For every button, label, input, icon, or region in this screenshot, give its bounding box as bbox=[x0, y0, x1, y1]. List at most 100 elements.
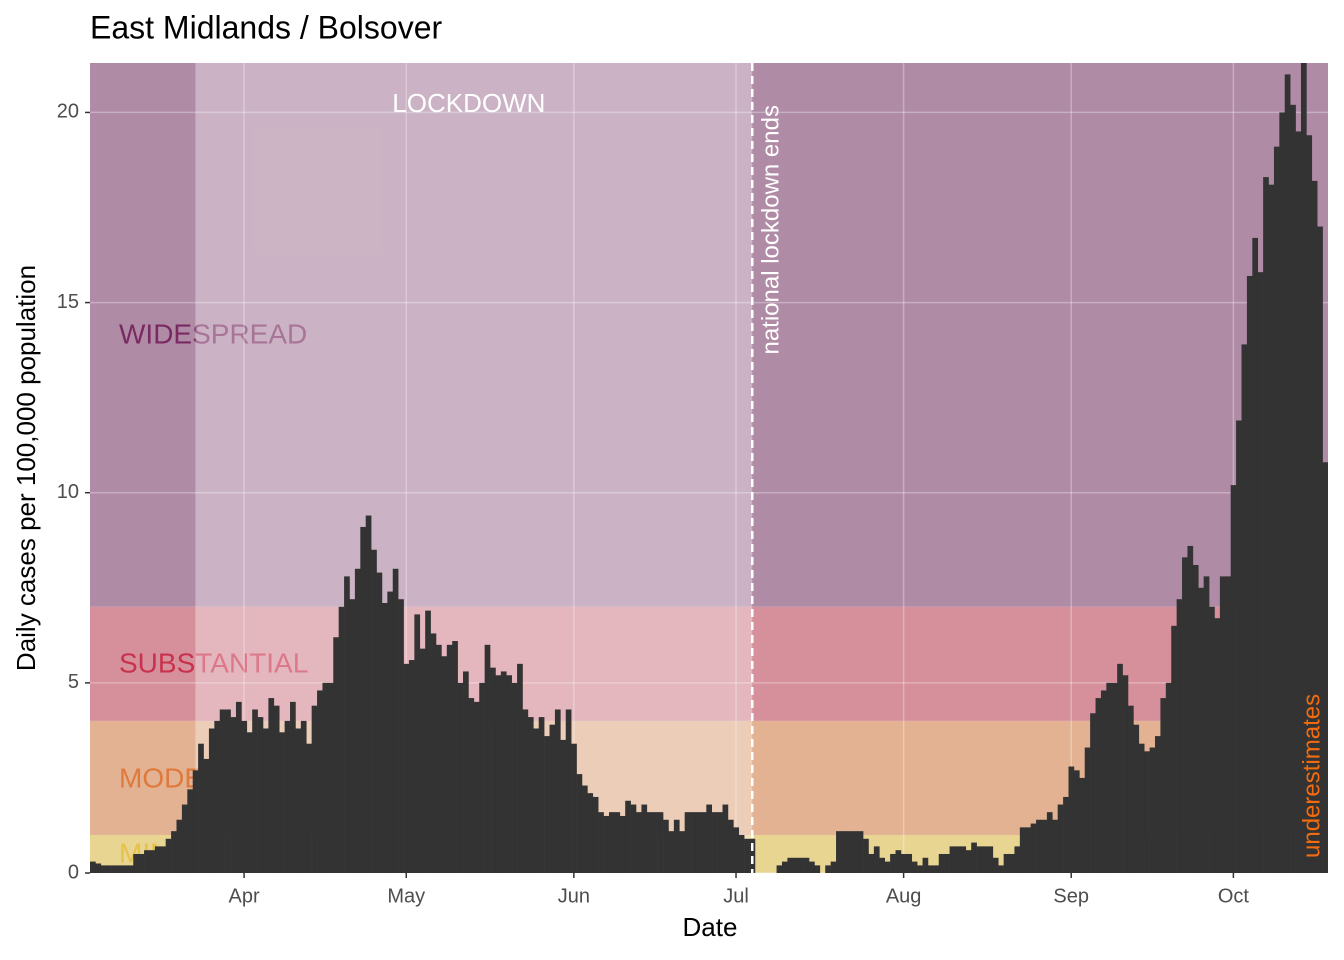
bar bbox=[154, 846, 161, 873]
bar bbox=[1014, 846, 1021, 873]
bar bbox=[1268, 184, 1275, 873]
x-tick-label: Aug bbox=[886, 885, 922, 907]
bar bbox=[463, 671, 469, 873]
bar bbox=[522, 709, 529, 873]
bar bbox=[565, 709, 572, 873]
bar bbox=[414, 614, 421, 873]
bar bbox=[538, 717, 545, 873]
bar bbox=[1290, 104, 1296, 873]
bar bbox=[738, 834, 745, 873]
bar bbox=[1246, 275, 1253, 873]
bar bbox=[1019, 827, 1026, 873]
bar bbox=[971, 842, 977, 873]
bar bbox=[857, 831, 864, 873]
bar bbox=[830, 861, 837, 873]
bar bbox=[1241, 344, 1248, 873]
y-tick-label: 10 bbox=[57, 481, 79, 503]
bar bbox=[917, 865, 923, 873]
bar bbox=[776, 865, 783, 873]
bar bbox=[549, 724, 556, 873]
bar bbox=[619, 815, 626, 873]
bar bbox=[106, 865, 112, 873]
bar bbox=[608, 812, 615, 873]
chart-title: East Midlands / Bolsover bbox=[90, 9, 443, 45]
bar bbox=[1133, 724, 1140, 873]
bar bbox=[268, 698, 275, 873]
bar bbox=[587, 793, 594, 873]
bar bbox=[890, 853, 896, 873]
zone bbox=[90, 63, 1328, 607]
bar bbox=[446, 644, 453, 873]
bar bbox=[1144, 751, 1150, 873]
bar bbox=[111, 865, 118, 873]
bar bbox=[100, 865, 107, 873]
bar bbox=[425, 610, 431, 873]
bar bbox=[511, 682, 518, 873]
bar bbox=[371, 549, 377, 873]
bar bbox=[787, 857, 794, 873]
bar bbox=[809, 861, 815, 873]
bar bbox=[1317, 226, 1323, 873]
bar bbox=[803, 857, 810, 873]
bar bbox=[387, 591, 394, 873]
bar bbox=[976, 846, 983, 873]
bar bbox=[1192, 564, 1199, 873]
bar bbox=[1106, 682, 1113, 873]
bar bbox=[1068, 766, 1075, 873]
bar bbox=[1036, 819, 1042, 873]
bar bbox=[398, 599, 404, 873]
bar bbox=[252, 709, 258, 873]
y-axis-label: Daily cases per 100,000 population bbox=[11, 265, 41, 671]
bar bbox=[441, 656, 448, 873]
bar bbox=[381, 603, 388, 873]
bar bbox=[657, 812, 664, 873]
bar bbox=[987, 846, 994, 873]
bar bbox=[836, 831, 842, 873]
bar bbox=[841, 831, 848, 873]
bar bbox=[1155, 736, 1161, 873]
bar bbox=[1284, 74, 1291, 873]
bar bbox=[322, 682, 329, 873]
bar bbox=[1187, 545, 1194, 873]
bar bbox=[614, 812, 621, 873]
bar bbox=[225, 709, 231, 873]
bar bbox=[1225, 576, 1231, 873]
bar bbox=[938, 853, 945, 873]
bar bbox=[717, 812, 723, 873]
bar bbox=[1003, 853, 1010, 873]
bar bbox=[484, 644, 491, 873]
y-tick-label: 0 bbox=[68, 861, 79, 883]
bar bbox=[1046, 812, 1053, 873]
bar bbox=[527, 717, 534, 873]
bar bbox=[230, 717, 237, 873]
bar bbox=[257, 717, 264, 873]
bar bbox=[641, 804, 648, 873]
bar bbox=[954, 846, 961, 873]
bar bbox=[571, 743, 577, 873]
bar bbox=[133, 853, 139, 873]
bar bbox=[706, 804, 713, 873]
bar bbox=[1209, 606, 1215, 873]
bar bbox=[1322, 462, 1328, 873]
bar bbox=[1100, 690, 1107, 873]
bar bbox=[317, 690, 323, 873]
bar bbox=[895, 850, 902, 873]
bar bbox=[500, 671, 507, 873]
zone-label: SUBSTANTIAL bbox=[119, 647, 308, 678]
bar bbox=[90, 861, 96, 873]
bar bbox=[403, 663, 410, 873]
lockdown-label: LOCKDOWN bbox=[392, 88, 545, 118]
bar bbox=[214, 720, 221, 873]
bar bbox=[187, 789, 194, 873]
bar bbox=[668, 831, 675, 873]
bar bbox=[1311, 180, 1318, 873]
x-tick-label: Apr bbox=[229, 885, 260, 907]
bar bbox=[284, 720, 291, 873]
bar bbox=[879, 857, 885, 873]
bar bbox=[392, 568, 399, 873]
bar bbox=[533, 728, 540, 873]
bar bbox=[679, 831, 685, 873]
bar bbox=[171, 831, 177, 873]
bar bbox=[1063, 796, 1069, 873]
